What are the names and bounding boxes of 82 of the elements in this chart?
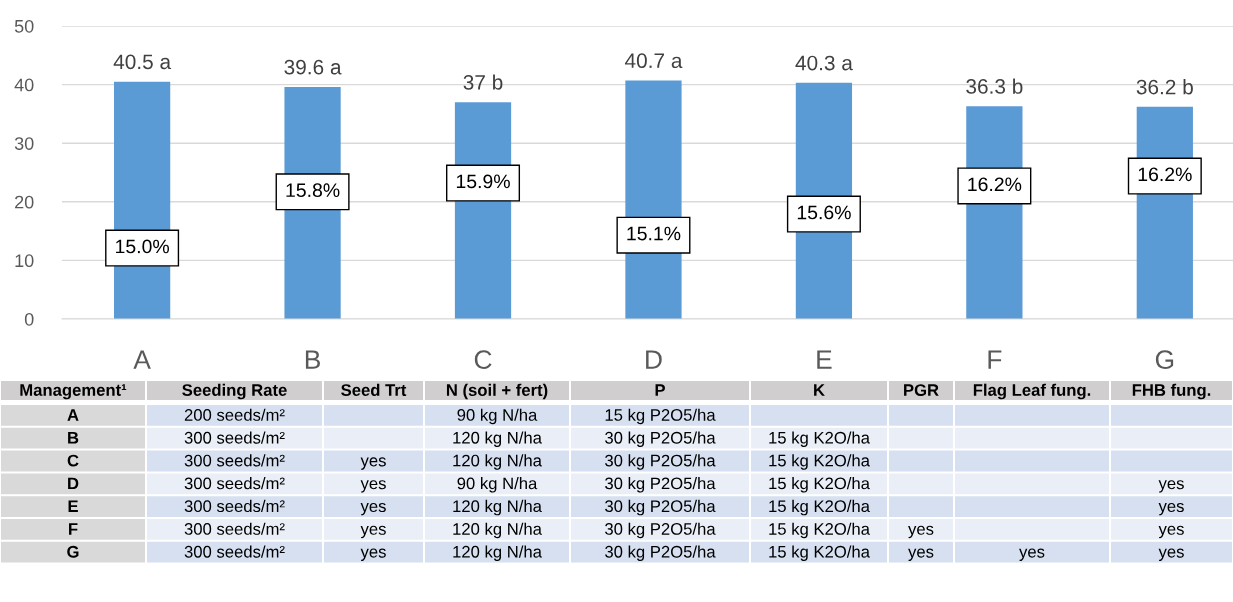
data-label: 40.7 a [624, 53, 683, 69]
text: Flag Leaf fung. [973, 383, 1091, 400]
text: 300 seeds/m² [184, 477, 285, 490]
text: 15 kg K2O/ha [769, 499, 870, 516]
y-tick-label: 20 [15, 195, 34, 209]
text: G [67, 545, 79, 558]
x-tick-label: B [305, 350, 320, 369]
text: 30 kg P2O5/ha [605, 545, 716, 561]
x-tick-label: E [817, 350, 832, 369]
text: yes [908, 525, 934, 539]
text: 300 seeds/m² [184, 431, 285, 444]
text: yes [1158, 480, 1184, 493]
y-tick-label: 30 [14, 137, 34, 150]
y-tick-label: 50 [14, 19, 34, 33]
text: D [68, 477, 79, 490]
text: 15 kg K2O/ha [769, 431, 870, 447]
data-label: 36.3 b [966, 78, 1023, 94]
data-label: 36.2 b [1136, 79, 1193, 95]
text: 200 seeds/m² [184, 408, 285, 421]
text: yes [360, 480, 386, 493]
text: Seeding Rate [182, 383, 287, 400]
annotation: 16.2% [1138, 167, 1192, 182]
text: yes [360, 548, 386, 561]
text: C [67, 454, 79, 467]
text: 120 kg N/ha [453, 499, 542, 516]
annotation: 15.8% [286, 183, 340, 198]
x-tick-label: G [1155, 350, 1174, 369]
text: 300 seeds/m² [184, 545, 285, 558]
y-tick-label: 10 [15, 254, 34, 268]
annotation: 15.0% [116, 239, 169, 254]
text: 300 seeds/m² [184, 499, 285, 513]
text: yes [360, 525, 386, 539]
x-tick-label: C [474, 350, 492, 369]
text: E [68, 500, 78, 512]
text: yes [908, 548, 934, 561]
text: 300 seeds/m² [184, 522, 285, 535]
text: 15 kg K2O/ha [769, 545, 870, 561]
data-label: 40.5 a [113, 54, 172, 70]
x-tick-label: F [988, 350, 1002, 369]
data-label: 40.3 a [795, 55, 853, 71]
text: 90 kg N/ha [457, 408, 538, 425]
data-label: 37 b [463, 74, 503, 90]
text: 15 kg K2O/ha [769, 477, 870, 493]
annotation: 15.1% [627, 226, 681, 241]
text: P [655, 384, 665, 396]
text: 30 kg P2O5/ha [605, 454, 716, 470]
text: yes [360, 457, 386, 470]
text: PGR [904, 384, 939, 396]
x-tick-label: A [133, 350, 151, 369]
text: 300 seeds/m² [184, 454, 285, 467]
text: B [68, 432, 79, 444]
text: 30 kg P2O5/ha [605, 499, 716, 516]
text: 30 kg P2O5/ha [605, 431, 716, 447]
text: Seed Trt [341, 383, 407, 396]
text: 120 kg N/ha [453, 454, 542, 470]
text: 90 kg N/ha [457, 477, 538, 493]
data-label: 39.6 a [284, 59, 342, 75]
text: 120 kg N/ha [453, 545, 542, 561]
text: 120 kg N/ha [453, 522, 542, 539]
text: FHB fung. [1132, 383, 1211, 400]
text: 15 kg P2O5/ha [605, 408, 716, 425]
text: yes [1158, 548, 1184, 561]
annotation: 15.6% [797, 205, 851, 220]
annotation: 15.9% [456, 174, 510, 189]
annotation: 16.2% [968, 177, 1022, 192]
text: 15 kg K2O/ha [769, 522, 870, 539]
text: A [67, 409, 79, 421]
x-tick-label: D [646, 350, 662, 369]
text: yes [360, 502, 386, 516]
text: 30 kg P2O5/ha [605, 477, 716, 493]
y-tick-label: 0 [24, 312, 34, 326]
text: K [814, 384, 825, 396]
text: yes [1019, 548, 1045, 561]
text: 120 kg N/ha [453, 431, 542, 447]
text: N (soil + fert) [446, 383, 548, 400]
y-tick-label: 40 [14, 78, 34, 92]
text: F [69, 523, 78, 535]
text: 30 kg P2O5/ha [605, 522, 716, 539]
text: yes [1158, 525, 1184, 539]
text: 15 kg K2O/ha [769, 454, 870, 470]
text: Management¹ [20, 384, 127, 400]
text: yes [1158, 502, 1184, 516]
